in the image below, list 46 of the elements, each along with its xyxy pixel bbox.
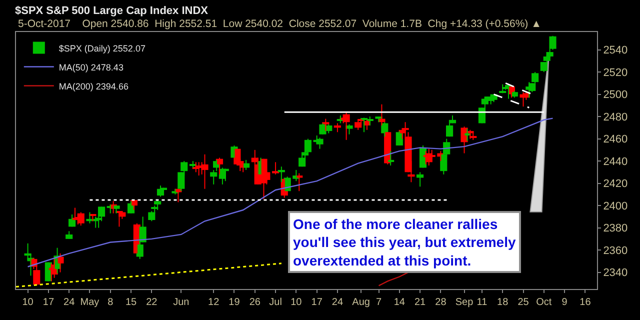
x-tick-label: 17 (42, 297, 54, 308)
y-tick-label: 2480 (603, 111, 628, 124)
x-tick-label: 11 (476, 297, 488, 308)
annotation: One of the more cleaner rallies you'll see this year, but extremely overextended at this point. (293, 216, 516, 268)
y-tick-label: 2440 (603, 156, 628, 168)
y-tick-label: 2360 (603, 244, 628, 257)
x-tick-label: 14 (394, 297, 406, 308)
chart-title: $SPX S&P 500 Large Cap Index INDX (15, 4, 209, 17)
x-tick-label: 18 (497, 297, 509, 308)
x-tick-label: 10 (22, 297, 34, 308)
x-tick-label: 19 (228, 297, 240, 308)
x-tick-label: 15 (125, 297, 138, 308)
x-tick-label: Sep (455, 297, 474, 308)
x-tick-label: 25 (518, 297, 530, 308)
x-tick-label: May (80, 297, 100, 308)
y-tick-label: 2340 (603, 267, 628, 280)
x-tick-label: 9 (562, 297, 568, 308)
chart-subtitle: 5-Oct-2017 Open 2540.86 High 2552.51 Low 2540.02 Close 2552.07 Volume 1.7B Chg +14.33 (+0.56%) ▲ (18, 18, 542, 30)
y-tick-label: 2500 (603, 89, 628, 102)
y-tick-label: 2460 (603, 134, 628, 146)
y-tick-label: 2420 (603, 178, 628, 190)
y-tick-label: 2400 (603, 200, 628, 212)
x-tick-label: 7 (376, 297, 382, 308)
line-series (378, 272, 409, 286)
legend-label: MA(50) 2478.43 (58, 62, 124, 72)
x-tick-label: 16 (580, 297, 592, 308)
x-tick-label: Oct (536, 297, 552, 308)
y-tick-label: 2380 (603, 222, 628, 235)
x-tick-label: 28 (435, 297, 447, 308)
x-tick-label: 26 (249, 297, 261, 308)
y-tick-label: 2520 (603, 66, 628, 79)
legend-label: MA(200) 2394.66 (58, 81, 128, 92)
line-series (27, 118, 554, 268)
x-tick-label: Jul (269, 297, 282, 308)
x-tick-label: 10 (290, 297, 302, 308)
x-tick-label: Aug (352, 297, 370, 308)
x-tick-label: Jun (173, 297, 190, 308)
x-tick-label: 24 (332, 297, 344, 308)
x-tick-label: 8 (108, 297, 114, 308)
y-tick-label: 2540 (603, 44, 628, 57)
x-tick-label: 12 (208, 297, 220, 308)
x-tick-label: 22 (146, 297, 158, 308)
x-tick-label: 21 (414, 297, 426, 308)
legend-label: $SPX (Daily) 2552.07 (58, 43, 146, 54)
x-tick-label: 17 (311, 297, 323, 308)
x-tick-label: 24 (64, 297, 76, 308)
